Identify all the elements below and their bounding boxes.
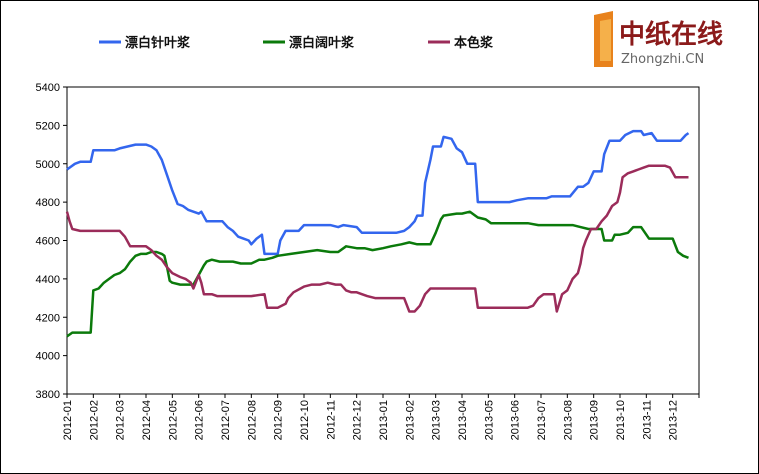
x-tick-label: 2013-07	[536, 400, 548, 440]
x-tick-label: 2013-03	[431, 400, 443, 440]
x-tick-label: 2013-09	[589, 400, 601, 440]
x-tick-label: 2012-03	[115, 400, 127, 440]
x-tick-label: 2012-01	[62, 400, 74, 440]
x-tick-label: 2013-11	[641, 400, 653, 440]
x-axis: 2012-01 2012-02 2012-03 2012-04 2012-05 2012-…	[62, 394, 700, 440]
x-tick-label: 2013-05	[483, 400, 495, 440]
x-tick-label: 2012-09	[273, 400, 285, 440]
y-tick-label: 5200	[36, 120, 60, 132]
y-tick-label: 4400	[36, 274, 60, 286]
x-tick-label: 2013-12	[668, 400, 680, 440]
zhongzhi-logo: 中纸在线 Zhongzhi.CN	[594, 11, 723, 67]
x-tick-label: 2012-11	[325, 400, 337, 440]
x-tick-label: 2013-01	[378, 400, 390, 440]
y-tick-label: 4600	[36, 236, 60, 248]
x-tick-label: 2013-02	[404, 400, 416, 440]
series-line	[65, 164, 689, 313]
x-tick-label: 2013-04	[457, 400, 469, 440]
legend-label: 漂白阔叶浆	[289, 35, 355, 51]
y-tick-label: 5000	[36, 159, 60, 171]
logo-flame-highlight	[600, 19, 611, 61]
y-tick-label: 4200	[36, 312, 60, 324]
x-tick-label: 2012-10	[299, 400, 311, 440]
x-tick-label: 2012-06	[194, 400, 206, 440]
x-tick-label: 2013-06	[510, 400, 522, 440]
y-tick-label: 4800	[36, 197, 60, 209]
x-tick-label: 2013-10	[615, 400, 627, 440]
x-tick-label: 2012-07	[220, 400, 232, 440]
chart-legend: 漂白针叶浆 漂白阔叶浆 本色浆	[99, 35, 494, 51]
series-line	[66, 129, 690, 256]
y-tick-label: 3800	[36, 389, 60, 401]
logo-en-text: Zhongzhi.CN	[621, 52, 704, 67]
legend-label: 漂白针叶浆	[125, 35, 191, 51]
x-tick-label: 2012-04	[141, 400, 153, 440]
y-tick-label: 4000	[36, 351, 60, 363]
x-tick-label: 2012-05	[167, 400, 179, 440]
y-axis: 5400 5200 5000 4800 4600 4400 4200 4000 3800	[36, 82, 67, 401]
x-tick-label: 2012-12	[352, 400, 364, 440]
legend-label: 本色浆	[454, 35, 494, 51]
x-tick-label: 2013-08	[562, 400, 574, 440]
plot-area: 5400 5200 5000 4800 4600 4400 4200 4000 3800 201…	[36, 82, 700, 440]
logo-cn-text: 中纸在线	[619, 19, 723, 50]
x-tick-label: 2012-02	[88, 400, 100, 440]
x-tick-label: 2012-08	[246, 400, 258, 440]
plot-background	[66, 86, 700, 395]
series-lines	[65, 129, 690, 338]
y-tick-label: 5400	[36, 82, 60, 94]
